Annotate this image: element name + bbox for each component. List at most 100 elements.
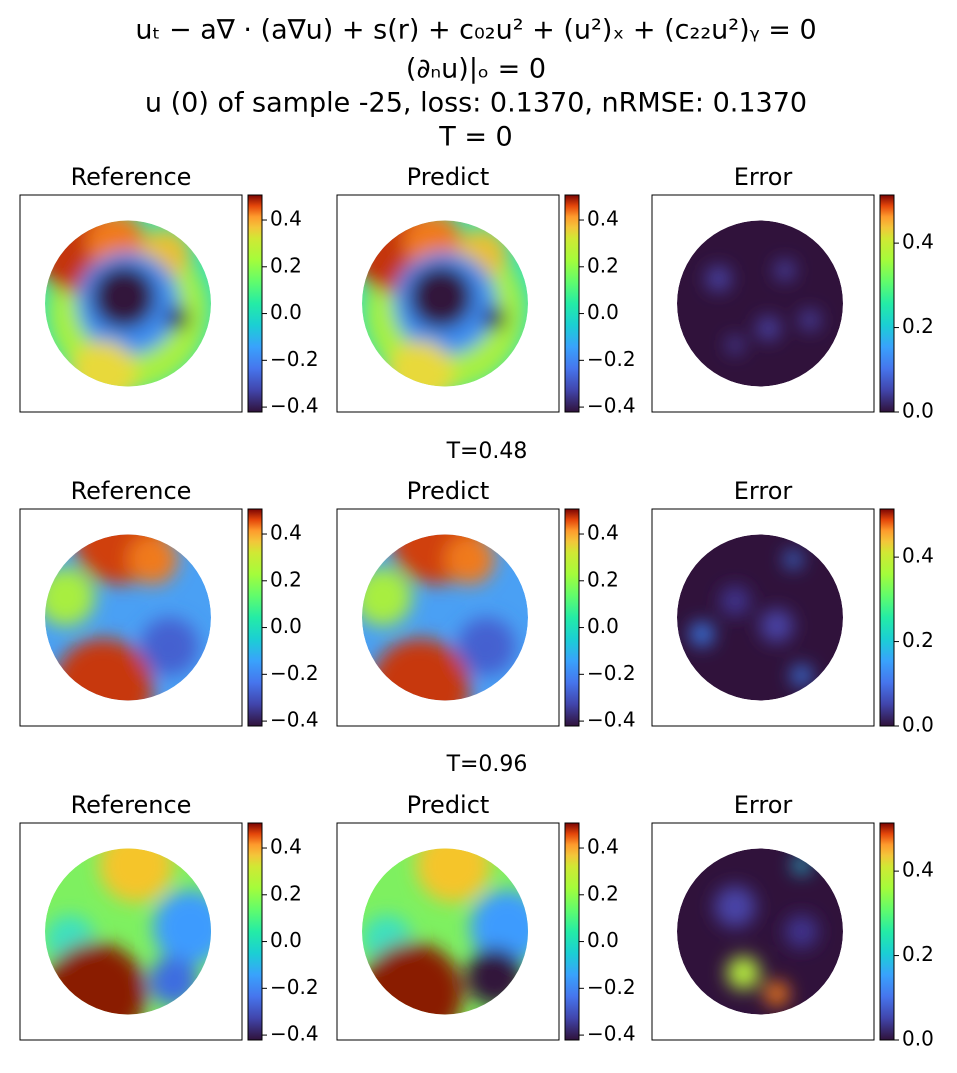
field-blob: [791, 665, 812, 686]
colorbar-tick-label: 0.0: [270, 928, 302, 952]
field-blob: [362, 567, 412, 626]
colorbar-tick-label: 0.4: [902, 544, 934, 568]
colorbar-tick-label: 0.4: [902, 230, 934, 254]
field-blob: [714, 885, 756, 928]
field-blob: [362, 942, 464, 1015]
panel-title: Reference: [71, 791, 192, 819]
colorbar: [879, 822, 895, 1041]
field-base: [677, 534, 843, 701]
colorbar-tick-label: 0.0: [270, 614, 302, 638]
axes-frame: [19, 194, 243, 413]
field-blob: [760, 609, 794, 643]
field-blob: [148, 956, 199, 1007]
field-blob: [127, 534, 178, 585]
panel-title: Error: [734, 163, 793, 191]
field-blob: [756, 316, 780, 341]
field-blob: [793, 856, 810, 874]
title-line: uₜ − a∇ · (a∇u) + s(r) + c₀₂u² + (u²)ₓ +…: [135, 15, 816, 46]
title-line: (∂ₙu)|ₒ = 0: [406, 54, 546, 85]
field-blob: [784, 914, 819, 949]
colorbar-tick-label: −0.2: [270, 347, 319, 371]
axes-frame: [651, 508, 875, 727]
field-image: [362, 534, 528, 701]
panel-title: Predict: [407, 791, 490, 819]
field-blob: [726, 956, 761, 990]
field-blob: [45, 942, 147, 1015]
axes-frame: [651, 194, 875, 413]
field-blob: [140, 617, 199, 676]
field-blobs: [45, 848, 211, 1015]
title-line: T = 0: [438, 122, 512, 153]
colorbar-tick-label: 0.2: [270, 567, 302, 591]
colorbar-tick-label: 0.2: [587, 881, 619, 905]
colorbar: [247, 822, 263, 1041]
colorbar-tick-label: 0.2: [902, 942, 934, 966]
field-image: [677, 534, 843, 701]
colorbar-tick-label: 0.0: [902, 713, 934, 737]
field-blob: [465, 948, 524, 1007]
field-blob: [726, 336, 744, 354]
colorbar-tick-label: −0.4: [587, 708, 636, 732]
colorbar-tick-label: −0.2: [270, 661, 319, 685]
field-blob: [370, 638, 470, 701]
colorbar-tick-label: −0.2: [587, 347, 636, 371]
row-title: T=0.96: [446, 752, 528, 777]
colorbar-tick-label: 0.4: [270, 521, 302, 545]
colorbar-tick-label: 0.4: [270, 835, 302, 859]
field-blob: [445, 534, 495, 585]
field-blob: [45, 567, 95, 626]
field-blob: [483, 306, 507, 331]
field-blobs: [45, 534, 199, 701]
panel-title: Error: [734, 791, 793, 819]
colorbar: [879, 194, 895, 413]
field-image: [677, 220, 843, 387]
colorbar-tick-label: 0.4: [587, 521, 619, 545]
colorbar-tick-label: 0.0: [902, 399, 934, 423]
field-blob: [706, 266, 731, 292]
axes-frame: [336, 508, 560, 727]
colorbar-tick-label: −0.2: [270, 975, 319, 999]
field-blob: [53, 638, 153, 701]
colorbar-tick-label: 0.4: [587, 207, 619, 231]
field-blob: [409, 265, 473, 329]
field-blob: [386, 340, 454, 387]
colorbar: [247, 508, 263, 727]
field-blobs: [714, 856, 819, 1007]
field-blob: [166, 306, 190, 331]
field-blobs: [690, 551, 812, 686]
field-image: [45, 534, 211, 701]
colorbar-tick-label: −0.2: [587, 661, 636, 685]
panel-title: Predict: [407, 477, 490, 505]
field-image: [362, 848, 528, 1015]
axes-frame: [19, 822, 243, 1041]
field-blob: [784, 551, 802, 568]
panel-title: Error: [734, 477, 793, 505]
axes-frame: [336, 822, 560, 1041]
colorbar: [247, 194, 263, 413]
field-image: [45, 848, 211, 1015]
title-line: u (0) of sample -25, loss: 0.1370, nRMSE…: [145, 88, 807, 119]
colorbar-tick-label: −0.4: [270, 708, 319, 732]
axes-frame: [19, 508, 243, 727]
colorbar-tick-label: 0.4: [587, 835, 619, 859]
row-title: T=0.48: [446, 439, 528, 464]
panel-title: Reference: [71, 477, 192, 505]
colorbar: [564, 194, 580, 413]
field-blob: [69, 340, 137, 387]
colorbar-tick-label: 0.2: [270, 253, 302, 277]
field-image: [362, 220, 528, 387]
colorbar-tick-label: 0.0: [587, 928, 619, 952]
colorbar: [879, 508, 895, 727]
colorbar-tick-label: 0.0: [587, 300, 619, 324]
colorbar-tick-label: 0.2: [587, 253, 619, 277]
axes-frame: [336, 194, 560, 413]
field-blob: [92, 265, 156, 329]
field-blob: [720, 585, 751, 616]
colorbar-tick-label: 0.2: [902, 314, 934, 338]
field-blobs: [362, 220, 524, 387]
field-image: [677, 848, 843, 1015]
colorbar-tick-label: 0.2: [270, 881, 302, 905]
colorbar-tick-label: −0.4: [587, 394, 636, 418]
field-blob: [415, 848, 491, 903]
